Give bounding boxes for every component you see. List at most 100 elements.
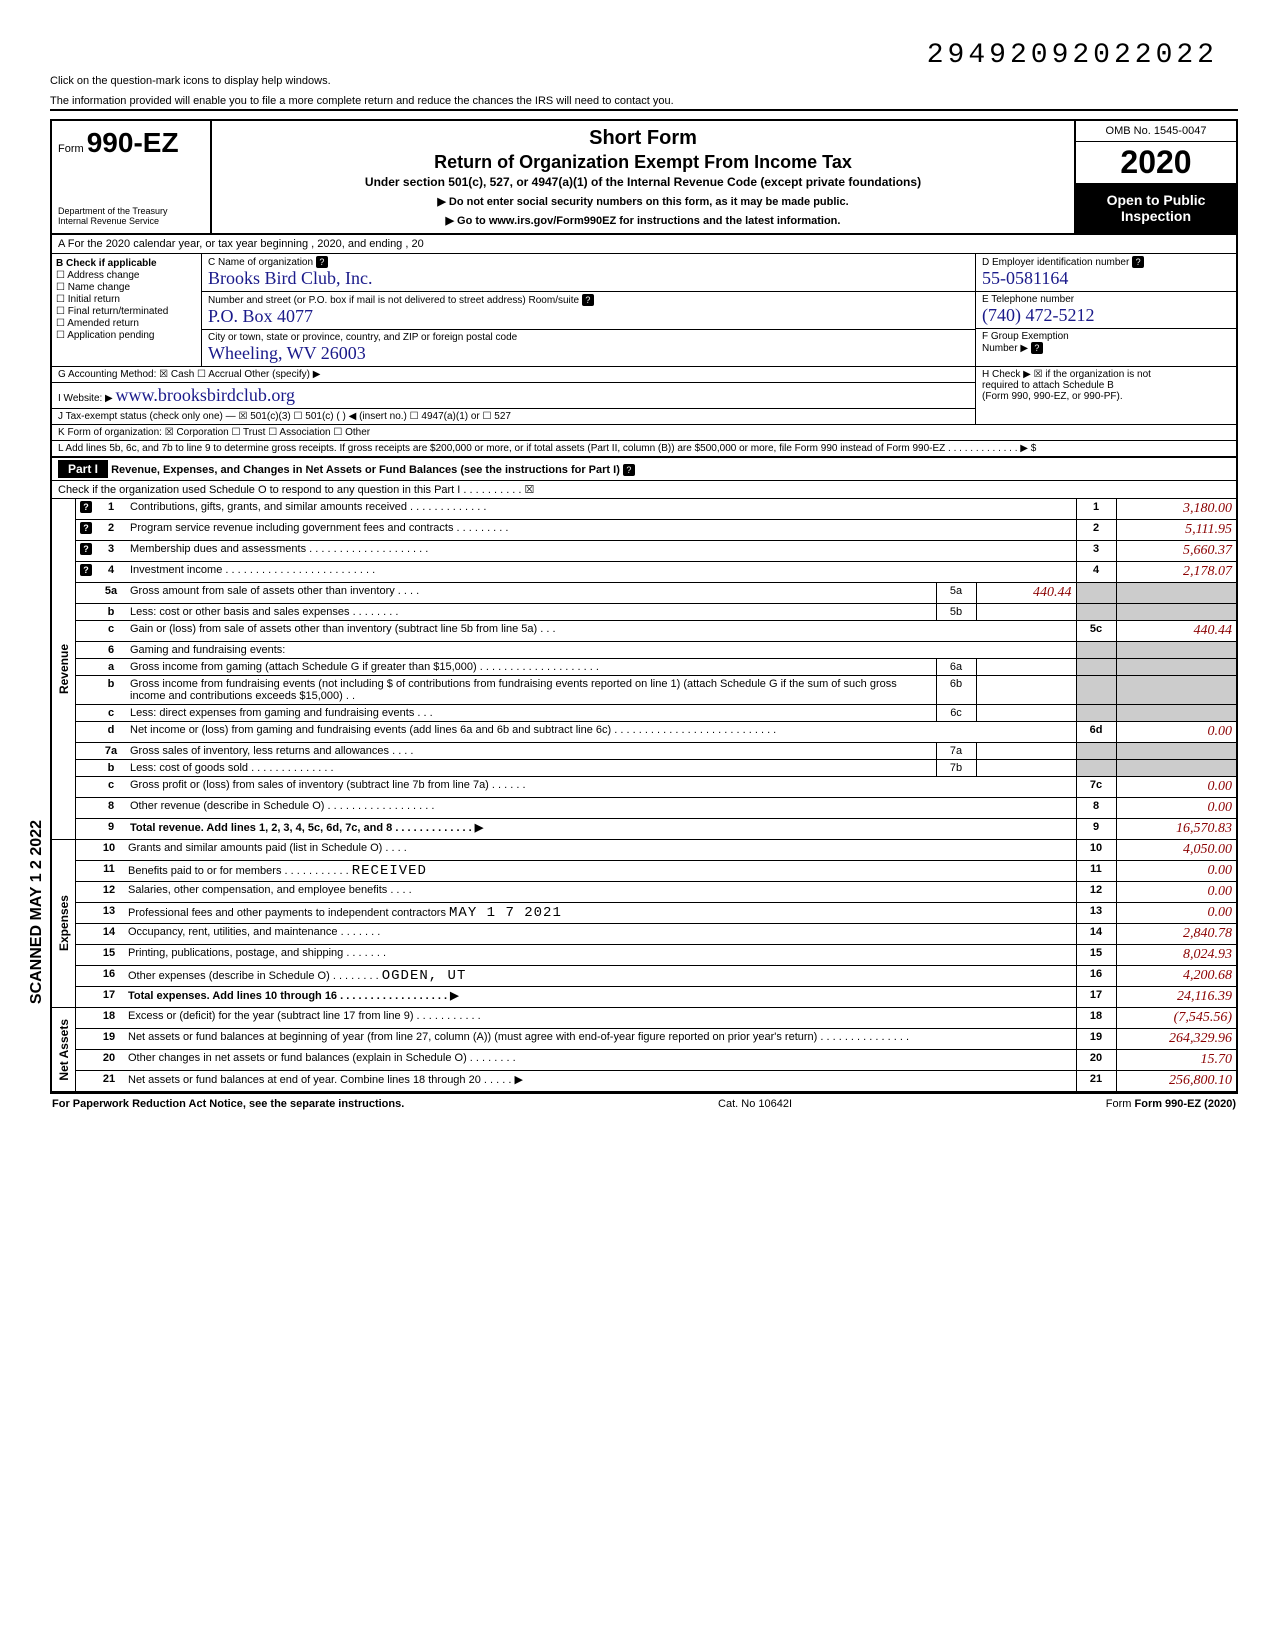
city-row: City or town, state or province, country… xyxy=(202,330,975,366)
part1-title: Revenue, Expenses, and Changes in Net As… xyxy=(111,464,620,476)
line-number: 4 xyxy=(96,562,126,583)
line-value: 5,660.37 xyxy=(1116,541,1236,562)
open-line-1: Open to Public xyxy=(1080,192,1232,208)
website-label: I Website: ▶ xyxy=(58,393,113,404)
cb-final[interactable]: ☐ Final return/terminated xyxy=(56,306,197,317)
line-row: ?2Program service revenue including gove… xyxy=(76,520,1236,541)
line-desc: Less: direct expenses from gaming and fu… xyxy=(126,705,936,722)
line-row: cGross profit or (loss) from sales of in… xyxy=(76,777,1236,798)
col-b-title: B Check if applicable xyxy=(56,258,157,269)
help-icon[interactable]: ? xyxy=(80,501,92,513)
line-box-label: 13 xyxy=(1076,903,1116,924)
line-box-label: 11 xyxy=(1076,861,1116,882)
line-value: 5,111.95 xyxy=(1116,520,1236,541)
cb-amended[interactable]: ☐ Amended return xyxy=(56,318,197,329)
line-desc: Gross amount from sale of assets other t… xyxy=(126,583,936,604)
h-line-1: H Check ▶ ☒ if the organization is not xyxy=(982,369,1230,380)
shaded-val xyxy=(1116,583,1236,604)
note-ssn: ▶ Do not enter social security numbers o… xyxy=(222,195,1064,208)
help-icon[interactable]: ? xyxy=(1031,342,1043,354)
inner-box-label: 6a xyxy=(936,659,976,676)
line-box-label: 10 xyxy=(1076,840,1116,861)
line-desc: Gross income from fundraising events (no… xyxy=(126,676,936,705)
row-k: K Form of organization: ☒ Corporation ☐ … xyxy=(52,425,1236,441)
line-row: 15Printing, publications, postage, and s… xyxy=(76,945,1236,966)
line-row: cLess: direct expenses from gaming and f… xyxy=(76,705,1236,722)
line-row: cGain or (loss) from sale of assets othe… xyxy=(76,621,1236,642)
line-row: ?4Investment income . . . . . . . . . . … xyxy=(76,562,1236,583)
line-number: 12 xyxy=(94,882,124,903)
row-g: G Accounting Method: ☒ Cash ☐ Accrual Ot… xyxy=(52,367,975,383)
address-row: Number and street (or P.O. box if mail i… xyxy=(202,292,975,330)
line-desc: Printing, publications, postage, and shi… xyxy=(124,945,1076,966)
help-icon[interactable]: ? xyxy=(1132,256,1144,268)
line-row: 19Net assets or fund balances at beginni… xyxy=(76,1029,1236,1050)
line-number: 20 xyxy=(94,1050,124,1071)
line-value: 0.00 xyxy=(1116,798,1236,819)
line-box-label: 4 xyxy=(1076,562,1116,583)
shaded-val xyxy=(1116,743,1236,760)
line-value: 440.44 xyxy=(1116,621,1236,642)
part1-header-row: Part I Revenue, Expenses, and Changes in… xyxy=(52,458,1236,481)
help-icon[interactable]: ? xyxy=(623,464,635,476)
line-number: c xyxy=(96,621,126,642)
cb-name-label: Name change xyxy=(68,282,130,293)
line-number: 5a xyxy=(96,583,126,604)
col-gij: G Accounting Method: ☒ Cash ☐ Accrual Ot… xyxy=(52,367,976,424)
line-desc: Excess or (deficit) for the year (subtra… xyxy=(124,1008,1076,1029)
line-box-label: 18 xyxy=(1076,1008,1116,1029)
line-row: 17Total expenses. Add lines 10 through 1… xyxy=(76,987,1236,1008)
cb-initial-label: Initial return xyxy=(68,294,120,305)
header-center: Short Form Return of Organization Exempt… xyxy=(212,121,1076,233)
line-number: 14 xyxy=(94,924,124,945)
line-row: bLess: cost or other basis and sales exp… xyxy=(76,604,1236,621)
line-desc: Gross income from gaming (attach Schedul… xyxy=(126,659,936,676)
line-desc: Total expenses. Add lines 10 through 16 … xyxy=(124,987,1076,1008)
line-desc: Gross sales of inventory, less returns a… xyxy=(126,743,936,760)
line-row: 9Total revenue. Add lines 1, 2, 3, 4, 5c… xyxy=(76,819,1236,840)
inner-box-value xyxy=(976,676,1076,705)
org-name-label: C Name of organization xyxy=(208,257,313,268)
shaded-box xyxy=(1076,760,1116,777)
footer-right: Form Form 990-EZ (2020) xyxy=(1106,1098,1236,1110)
shaded-val xyxy=(1116,760,1236,777)
line-desc: Benefits paid to or for members . . . . … xyxy=(124,861,1076,882)
shaded-box xyxy=(1076,743,1116,760)
cb-address[interactable]: ☐ Address change xyxy=(56,270,197,281)
cb-initial[interactable]: ☐ Initial return xyxy=(56,294,197,305)
cb-final-label: Final return/terminated xyxy=(68,306,169,317)
ein-row: D Employer identification number ? 55-05… xyxy=(976,254,1236,292)
netassets-body: 18Excess or (deficit) for the year (subt… xyxy=(76,1008,1236,1092)
line-number: 18 xyxy=(94,1008,124,1029)
received-stamp: RECEIVED xyxy=(352,863,427,879)
netassets-table: 18Excess or (deficit) for the year (subt… xyxy=(76,1008,1236,1092)
help-icon[interactable]: ? xyxy=(316,256,328,268)
line-number: 7a xyxy=(96,743,126,760)
help-icon[interactable]: ? xyxy=(80,564,92,576)
line-row: 11Benefits paid to or for members . . . … xyxy=(76,861,1236,882)
cb-name[interactable]: ☐ Name change xyxy=(56,282,197,293)
h-line-2: required to attach Schedule B xyxy=(982,380,1230,391)
cb-pending[interactable]: ☐ Application pending xyxy=(56,330,197,341)
line-number: d xyxy=(96,722,126,743)
line-number: b xyxy=(96,604,126,621)
help-icon[interactable]: ? xyxy=(582,294,594,306)
row-ghij: G Accounting Method: ☒ Cash ☐ Accrual Ot… xyxy=(52,367,1236,425)
line-desc: Occupancy, rent, utilities, and maintena… xyxy=(124,924,1076,945)
line-number: 6 xyxy=(96,642,126,659)
help-icon[interactable]: ? xyxy=(80,522,92,534)
line-desc: Gaming and fundraising events: xyxy=(126,642,1076,659)
line-desc: Total revenue. Add lines 1, 2, 3, 4, 5c,… xyxy=(126,819,1076,840)
tax-year: 2020 xyxy=(1076,142,1236,184)
shaded-box xyxy=(1076,659,1116,676)
col-h: H Check ▶ ☒ if the organization is not r… xyxy=(976,367,1236,424)
expenses-side-label: Expenses xyxy=(52,840,76,1008)
open-line-2: Inspection xyxy=(1080,208,1232,224)
row-j: J Tax-exempt status (check only one) — ☒… xyxy=(52,409,975,424)
netassets-side-label: Net Assets xyxy=(52,1008,76,1092)
line-desc: Professional fees and other payments to … xyxy=(124,903,1076,924)
line-row: dNet income or (loss) from gaming and fu… xyxy=(76,722,1236,743)
line-number: a xyxy=(96,659,126,676)
line-value: 264,329.96 xyxy=(1116,1029,1236,1050)
help-icon[interactable]: ? xyxy=(80,543,92,555)
